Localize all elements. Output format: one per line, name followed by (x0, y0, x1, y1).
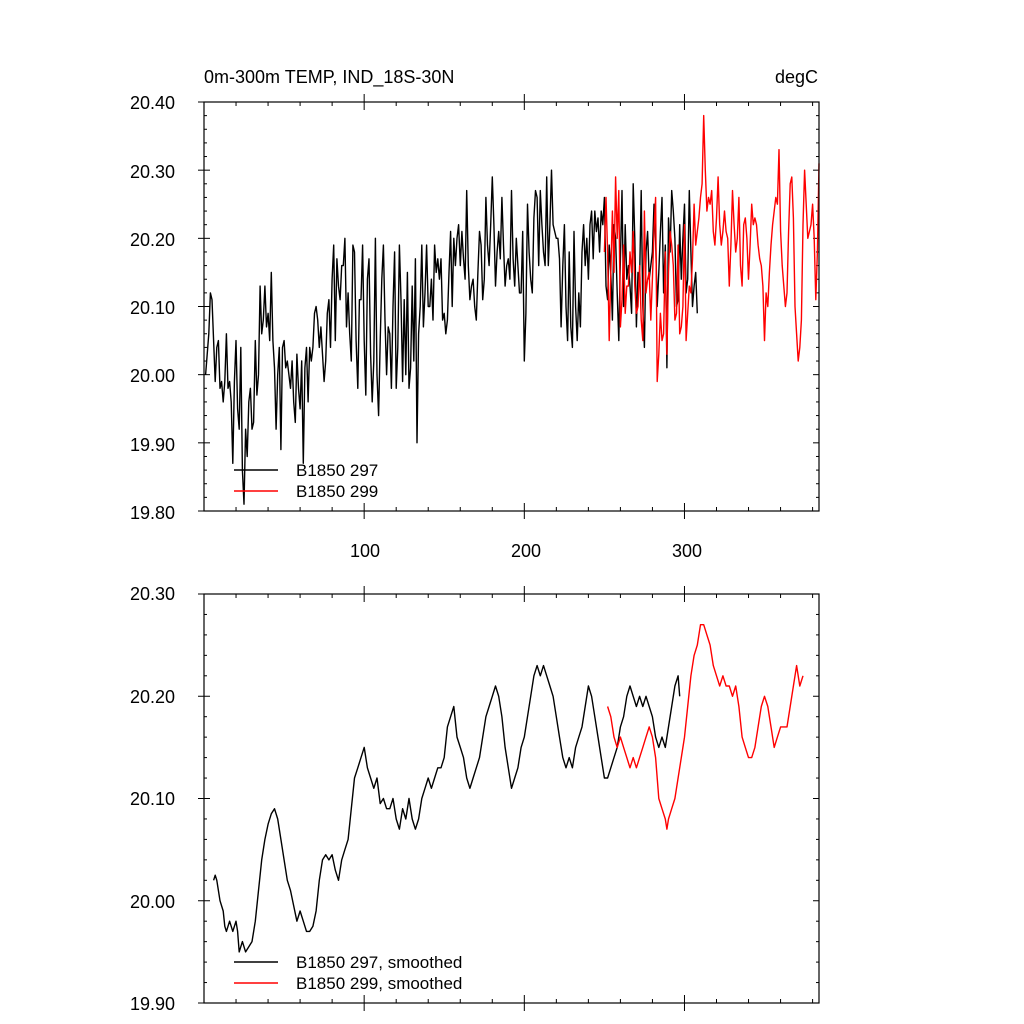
top-y-tick-labels: 19.80 19.90 20.00 20.10 20.20 20.30 20.4… (130, 93, 175, 523)
top-ytick-label: 20.30 (130, 162, 175, 182)
top-series-line-red (603, 114, 820, 383)
bottom-ytick-label: 19.90 (130, 994, 175, 1014)
top-panel: 0m-300m TEMP, IND_18S-30N degC 19.80 19.… (130, 67, 820, 561)
bottom-ytick-label: 20.00 (130, 892, 175, 912)
bottom-ytick-label: 20.20 (130, 687, 175, 707)
bottom-series-line-black (212, 664, 681, 953)
bottom-plot-frame (203, 593, 820, 1004)
bottom-series-group (212, 624, 804, 953)
top-ytick-label: 20.20 (130, 230, 175, 250)
top-xtick-label: 200 (511, 541, 541, 561)
bottom-legend-label-red: B1850 299, smoothed (296, 974, 462, 993)
top-plot-frame (203, 101, 820, 512)
bottom-ytick-label: 20.10 (130, 789, 175, 809)
top-ytick-label: 20.00 (130, 366, 175, 386)
top-legend: B1850 297 B1850 299 (234, 461, 378, 501)
top-ytick-label: 19.90 (130, 435, 175, 455)
bottom-ytick-label: 20.30 (130, 584, 175, 604)
top-x-tick-labels: 100 200 300 (350, 541, 702, 561)
top-series-line-black (204, 169, 698, 505)
top-xtick-label: 100 (350, 541, 380, 561)
bottom-axis-ticks (198, 586, 819, 1011)
bottom-legend-label-black: B1850 297, smoothed (296, 953, 462, 972)
top-title-right: degC (775, 67, 818, 87)
bottom-series-line-red (606, 624, 804, 830)
top-xtick-label: 300 (672, 541, 702, 561)
top-legend-label-black: B1850 297 (296, 461, 378, 480)
top-ytick-label: 20.10 (130, 298, 175, 318)
bottom-y-tick-labels: 19.90 20.00 20.10 20.20 20.30 (130, 584, 175, 1014)
top-ytick-label: 20.40 (130, 93, 175, 113)
top-title-left: 0m-300m TEMP, IND_18S-30N (204, 67, 454, 88)
top-legend-label-red: B1850 299 (296, 482, 378, 501)
top-series-group (204, 114, 820, 505)
bottom-panel: 19.90 20.00 20.10 20.20 20.30 B1850 297,… (130, 584, 820, 1014)
top-ytick-label: 19.80 (130, 503, 175, 523)
bottom-legend: B1850 297, smoothed B1850 299, smoothed (234, 953, 462, 993)
